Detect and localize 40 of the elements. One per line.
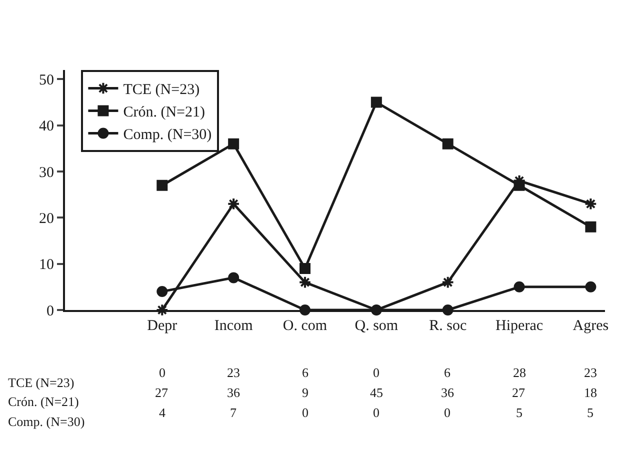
y-tick-label: 0 bbox=[46, 303, 54, 320]
y-tick-label: 50 bbox=[39, 72, 54, 88]
text: Comp. (N=30) bbox=[8, 414, 85, 429]
y-tick-label: 30 bbox=[39, 164, 54, 181]
y-tick-label: 40 bbox=[39, 118, 54, 135]
data-label: 0 bbox=[373, 405, 380, 420]
data-label: 27 bbox=[512, 385, 526, 400]
data-label: 36 bbox=[227, 385, 240, 400]
data-label: 6 bbox=[302, 365, 309, 380]
text: Crón. (N=21) bbox=[8, 394, 79, 409]
data-label: 4 bbox=[159, 405, 166, 420]
data-label: 27 bbox=[155, 385, 168, 400]
y-tick-label: 20 bbox=[39, 210, 54, 227]
legend-label: Crón. (N=21) bbox=[123, 104, 205, 121]
data-label: 0 bbox=[373, 365, 380, 380]
data-label: 7 bbox=[230, 405, 237, 420]
data-label: 18 bbox=[584, 385, 597, 400]
x-tick-label: Hiperac bbox=[496, 318, 544, 334]
x-tick-label: Depr bbox=[147, 318, 178, 334]
legend-label: Comp. (N=30) bbox=[123, 127, 212, 144]
data-label: 0 bbox=[302, 405, 308, 420]
data-label: 9 bbox=[302, 385, 308, 400]
data-label: 5 bbox=[516, 405, 522, 420]
legend-label: TCE (N=23) bbox=[123, 82, 200, 98]
x-tick-label: Q. som bbox=[354, 318, 398, 334]
data-label: 45 bbox=[370, 385, 383, 400]
x-tick-label: Incom bbox=[214, 318, 254, 334]
data-label: 23 bbox=[584, 365, 597, 380]
x-tick-label: R. soc bbox=[429, 318, 467, 334]
data-label: 36 bbox=[441, 385, 454, 400]
data-label: 0 bbox=[159, 365, 166, 380]
x-tick-label: O. com bbox=[282, 318, 328, 334]
data-label: 0 bbox=[444, 405, 450, 420]
y-tick-label: 10 bbox=[39, 257, 54, 274]
data-label: 5 bbox=[587, 405, 594, 420]
x-tick-label: Agres bbox=[572, 318, 609, 334]
text: TCE (N=23) bbox=[8, 375, 74, 390]
data-label: 6 bbox=[444, 365, 451, 380]
data-label: 28 bbox=[513, 365, 526, 380]
data-label: 23 bbox=[227, 365, 240, 380]
